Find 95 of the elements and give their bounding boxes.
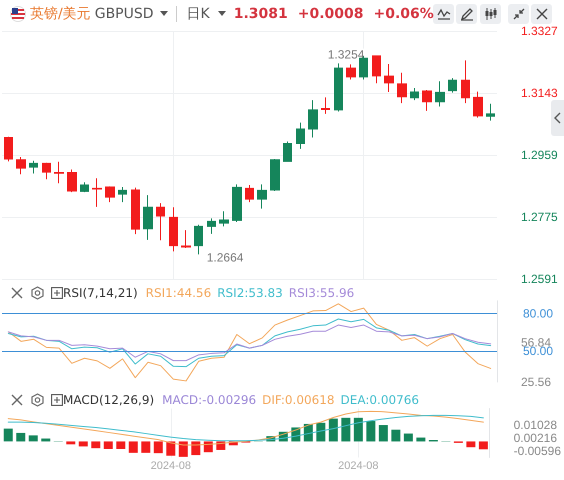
bar — [28, 435, 38, 442]
x-tick-label: 2024-08 — [338, 460, 379, 472]
bar — [478, 441, 488, 450]
candlestick — [54, 161, 64, 184]
annotation: 1.2664 — [206, 250, 244, 264]
candlestick — [92, 178, 102, 208]
candlestick — [422, 89, 432, 112]
bar — [128, 441, 138, 453]
bar — [41, 438, 50, 442]
bar — [141, 441, 150, 453]
y-tick-label: 1.2959 — [521, 148, 558, 162]
bar — [166, 441, 176, 456]
candlestick — [80, 182, 89, 193]
candlestick — [486, 103, 495, 122]
text: RSI2:53.83 — [217, 286, 283, 300]
candlestick — [29, 160, 38, 174]
candlestick — [283, 141, 292, 162]
candlestick — [194, 224, 203, 255]
chart-title: RSI(7,14,21) — [63, 286, 138, 300]
candlestick — [16, 156, 26, 175]
chart-subtitle: GBPUSD — [94, 6, 154, 22]
y-tick-label: 25.56 — [521, 375, 552, 389]
candlestick — [270, 158, 280, 192]
text: RSI1:44.56 — [146, 286, 212, 300]
text: 1.3081 — [234, 6, 288, 22]
candlestick — [334, 62, 343, 112]
y-tick-label: 1.3143 — [521, 86, 558, 100]
bar — [78, 441, 88, 446]
candlestick — [384, 64, 394, 92]
line-series — [8, 324, 492, 362]
bar — [404, 434, 413, 442]
candlestick — [131, 187, 140, 235]
bar — [104, 441, 113, 449]
y-tick-label: 0.01028 — [514, 418, 558, 432]
bar — [4, 428, 13, 442]
ref-line-label: 80.00 — [523, 306, 554, 320]
candlestick — [435, 80, 445, 107]
bar — [328, 418, 338, 442]
candlestick — [372, 55, 381, 84]
bar — [354, 418, 363, 442]
candlestick — [448, 78, 457, 94]
candlestick — [473, 91, 483, 118]
candlestick — [346, 64, 356, 80]
bar — [91, 441, 100, 448]
bar — [366, 421, 376, 442]
y-tick-label: 1.2775 — [521, 210, 558, 224]
y-tick-label: 1.3327 — [521, 24, 558, 38]
chart-title: 英镑/美元 — [30, 5, 91, 23]
candlestick — [4, 136, 13, 162]
candlestick — [257, 184, 267, 210]
text: 日K — [186, 5, 210, 23]
bar — [316, 422, 326, 442]
y-tick-label: 1.2591 — [521, 272, 558, 286]
candlestick — [42, 162, 51, 180]
bar — [154, 441, 163, 454]
bar — [466, 441, 476, 448]
line-series — [8, 303, 492, 382]
bar — [378, 425, 388, 442]
bar — [391, 430, 400, 442]
candlestick — [461, 60, 470, 104]
candlestick — [169, 206, 178, 252]
text: MACD:-0.00296 — [162, 393, 256, 407]
candlestick — [181, 230, 191, 248]
candlestick — [207, 218, 216, 234]
bar — [191, 441, 200, 456]
chart-title: MACD(12,26,9) — [63, 393, 154, 407]
candlestick — [219, 210, 229, 227]
candlestick — [245, 184, 254, 203]
y-tick-label: 0.00216 — [514, 430, 558, 445]
candlestick — [156, 202, 165, 241]
line-series — [8, 318, 492, 368]
y-tick-label: -0.00596 — [514, 444, 562, 458]
candlestick — [67, 168, 77, 193]
candlestick — [308, 100, 318, 138]
candlestick — [321, 96, 330, 114]
text: +0.0008 — [298, 6, 364, 22]
annotation: 1.3254 — [328, 48, 365, 62]
candlestick — [296, 122, 305, 150]
candlestick — [397, 72, 407, 104]
candlestick — [410, 87, 419, 101]
candlestick — [143, 194, 153, 240]
bar — [341, 418, 350, 442]
candlestick — [105, 186, 115, 203]
series-label: DEA:0.00766 — [340, 393, 420, 407]
x-tick-label: 2024-08 — [150, 460, 191, 472]
candlestick — [232, 184, 242, 223]
candlestick — [118, 186, 127, 203]
bar — [416, 438, 426, 442]
text: RSI3:55.96 — [288, 286, 354, 300]
bar — [16, 432, 26, 442]
series-label: DIF:0.00618 — [262, 393, 335, 407]
bar — [116, 441, 126, 449]
bar — [178, 441, 188, 457]
text: +0.06% — [374, 6, 434, 22]
bar — [66, 441, 76, 444]
